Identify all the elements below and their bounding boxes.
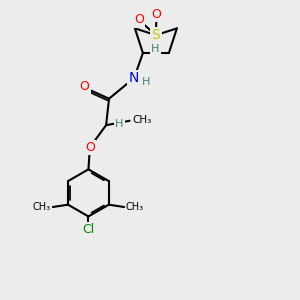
Text: O: O [80, 80, 89, 93]
Text: O: O [152, 8, 161, 21]
Text: O: O [85, 141, 95, 154]
Text: CH₃: CH₃ [33, 202, 51, 212]
Text: CH₃: CH₃ [126, 202, 144, 212]
Text: Cl: Cl [82, 223, 94, 236]
Text: CH₃: CH₃ [132, 115, 151, 125]
Text: H: H [142, 76, 151, 87]
Text: H: H [115, 119, 124, 129]
Text: O: O [134, 14, 144, 26]
Text: N: N [129, 71, 139, 85]
Text: H: H [151, 44, 160, 54]
Text: S: S [152, 28, 160, 42]
